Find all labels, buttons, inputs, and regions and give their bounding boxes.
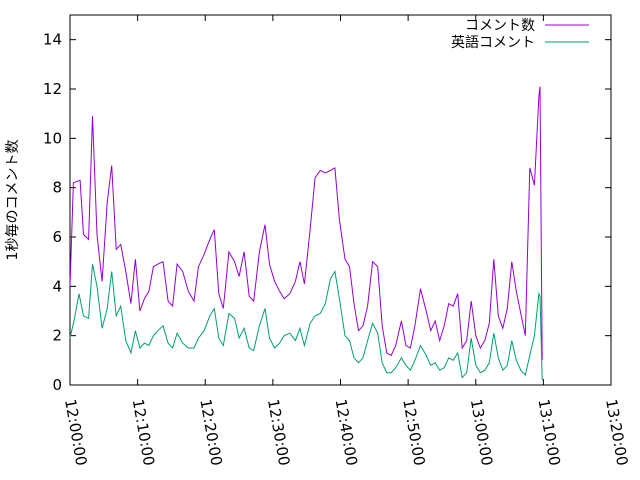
y-axis-label: 1秒毎のコメント数 [5,140,21,261]
series-line-0 [69,86,543,361]
legend-label: 英語コメント [451,34,535,51]
x-axis-ticks: 12:00:00 12:10:00 12:20:00 12:30:00 12:40:00… [61,15,631,467]
series-line-1 [69,264,543,381]
y-tick-label: 2 [52,327,62,345]
y-tick-label: 4 [52,277,62,295]
series-layer [69,86,543,381]
x-tick-label: 12:50:00 [399,398,428,467]
x-tick-label: 12:40:00 [332,398,361,467]
x-tick-label: 13:10:00 [534,398,563,467]
y-tick-label: 8 [52,179,62,197]
x-tick-label: 13:00:00 [467,398,496,467]
y-tick-label: 6 [52,228,62,246]
y-tick-label: 0 [52,376,62,394]
y-tick-label: 10 [43,129,62,147]
x-tick-label: 12:10:00 [129,398,158,467]
plot-frame [69,14,612,386]
y-tick-label: 14 [43,31,62,49]
legend-label: コメント数 [465,18,535,34]
x-tick-label: 12:00:00 [61,398,90,467]
y-axis-ticks: 0 2 4 6 8 10 12 14 [43,31,611,394]
x-tick-label: 13:20:00 [602,398,631,467]
y-tick-label: 12 [43,80,62,98]
x-tick-label: 12:30:00 [264,398,293,467]
x-tick-label: 12:20:00 [196,398,225,467]
